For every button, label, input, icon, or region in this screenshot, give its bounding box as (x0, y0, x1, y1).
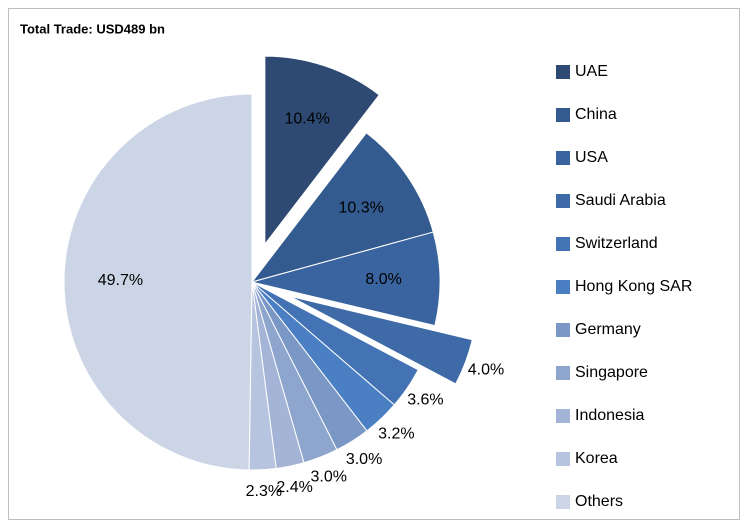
pie-slice (264, 55, 380, 246)
data-label: 4.0% (468, 361, 504, 378)
legend-swatch (556, 194, 570, 208)
data-label: 10.3% (338, 200, 383, 217)
data-label: 8.0% (365, 271, 401, 288)
pie-slice (63, 93, 253, 471)
legend-label: Korea (575, 450, 618, 467)
legend-label: Switzerland (575, 235, 658, 252)
data-label: 2.3% (246, 483, 282, 500)
legend-swatch (556, 108, 570, 122)
legend-label: USA (575, 149, 608, 166)
legend-swatch (556, 151, 570, 165)
legend-label: Germany (575, 321, 641, 338)
legend-label: China (575, 106, 617, 123)
legend-label: UAE (575, 63, 608, 80)
legend-swatch (556, 237, 570, 251)
data-label: 3.0% (346, 451, 382, 468)
legend-swatch (556, 323, 570, 337)
data-label: 3.2% (378, 426, 414, 443)
legend-swatch (556, 280, 570, 294)
legend-label: Indonesia (575, 407, 644, 424)
legend-label: Saudi Arabia (575, 192, 666, 209)
data-label: 10.4% (284, 111, 329, 128)
data-label: 2.4% (276, 479, 312, 496)
legend-swatch (556, 65, 570, 79)
legend-label: Singapore (575, 364, 648, 381)
legend-swatch (556, 452, 570, 466)
legend-swatch (556, 495, 570, 509)
pie-slice (251, 231, 441, 327)
legend-label: Others (575, 493, 623, 510)
data-label: 3.6% (407, 392, 443, 409)
data-label: 3.0% (311, 469, 347, 486)
chart-title: Total Trade: USD489 bn (20, 21, 165, 36)
legend-swatch (556, 366, 570, 380)
pie-slice (289, 295, 473, 385)
pie-slice (250, 132, 434, 283)
legend-label: Hong Kong SAR (575, 278, 692, 295)
legend-swatch (556, 409, 570, 423)
data-label: 49.7% (98, 272, 143, 289)
